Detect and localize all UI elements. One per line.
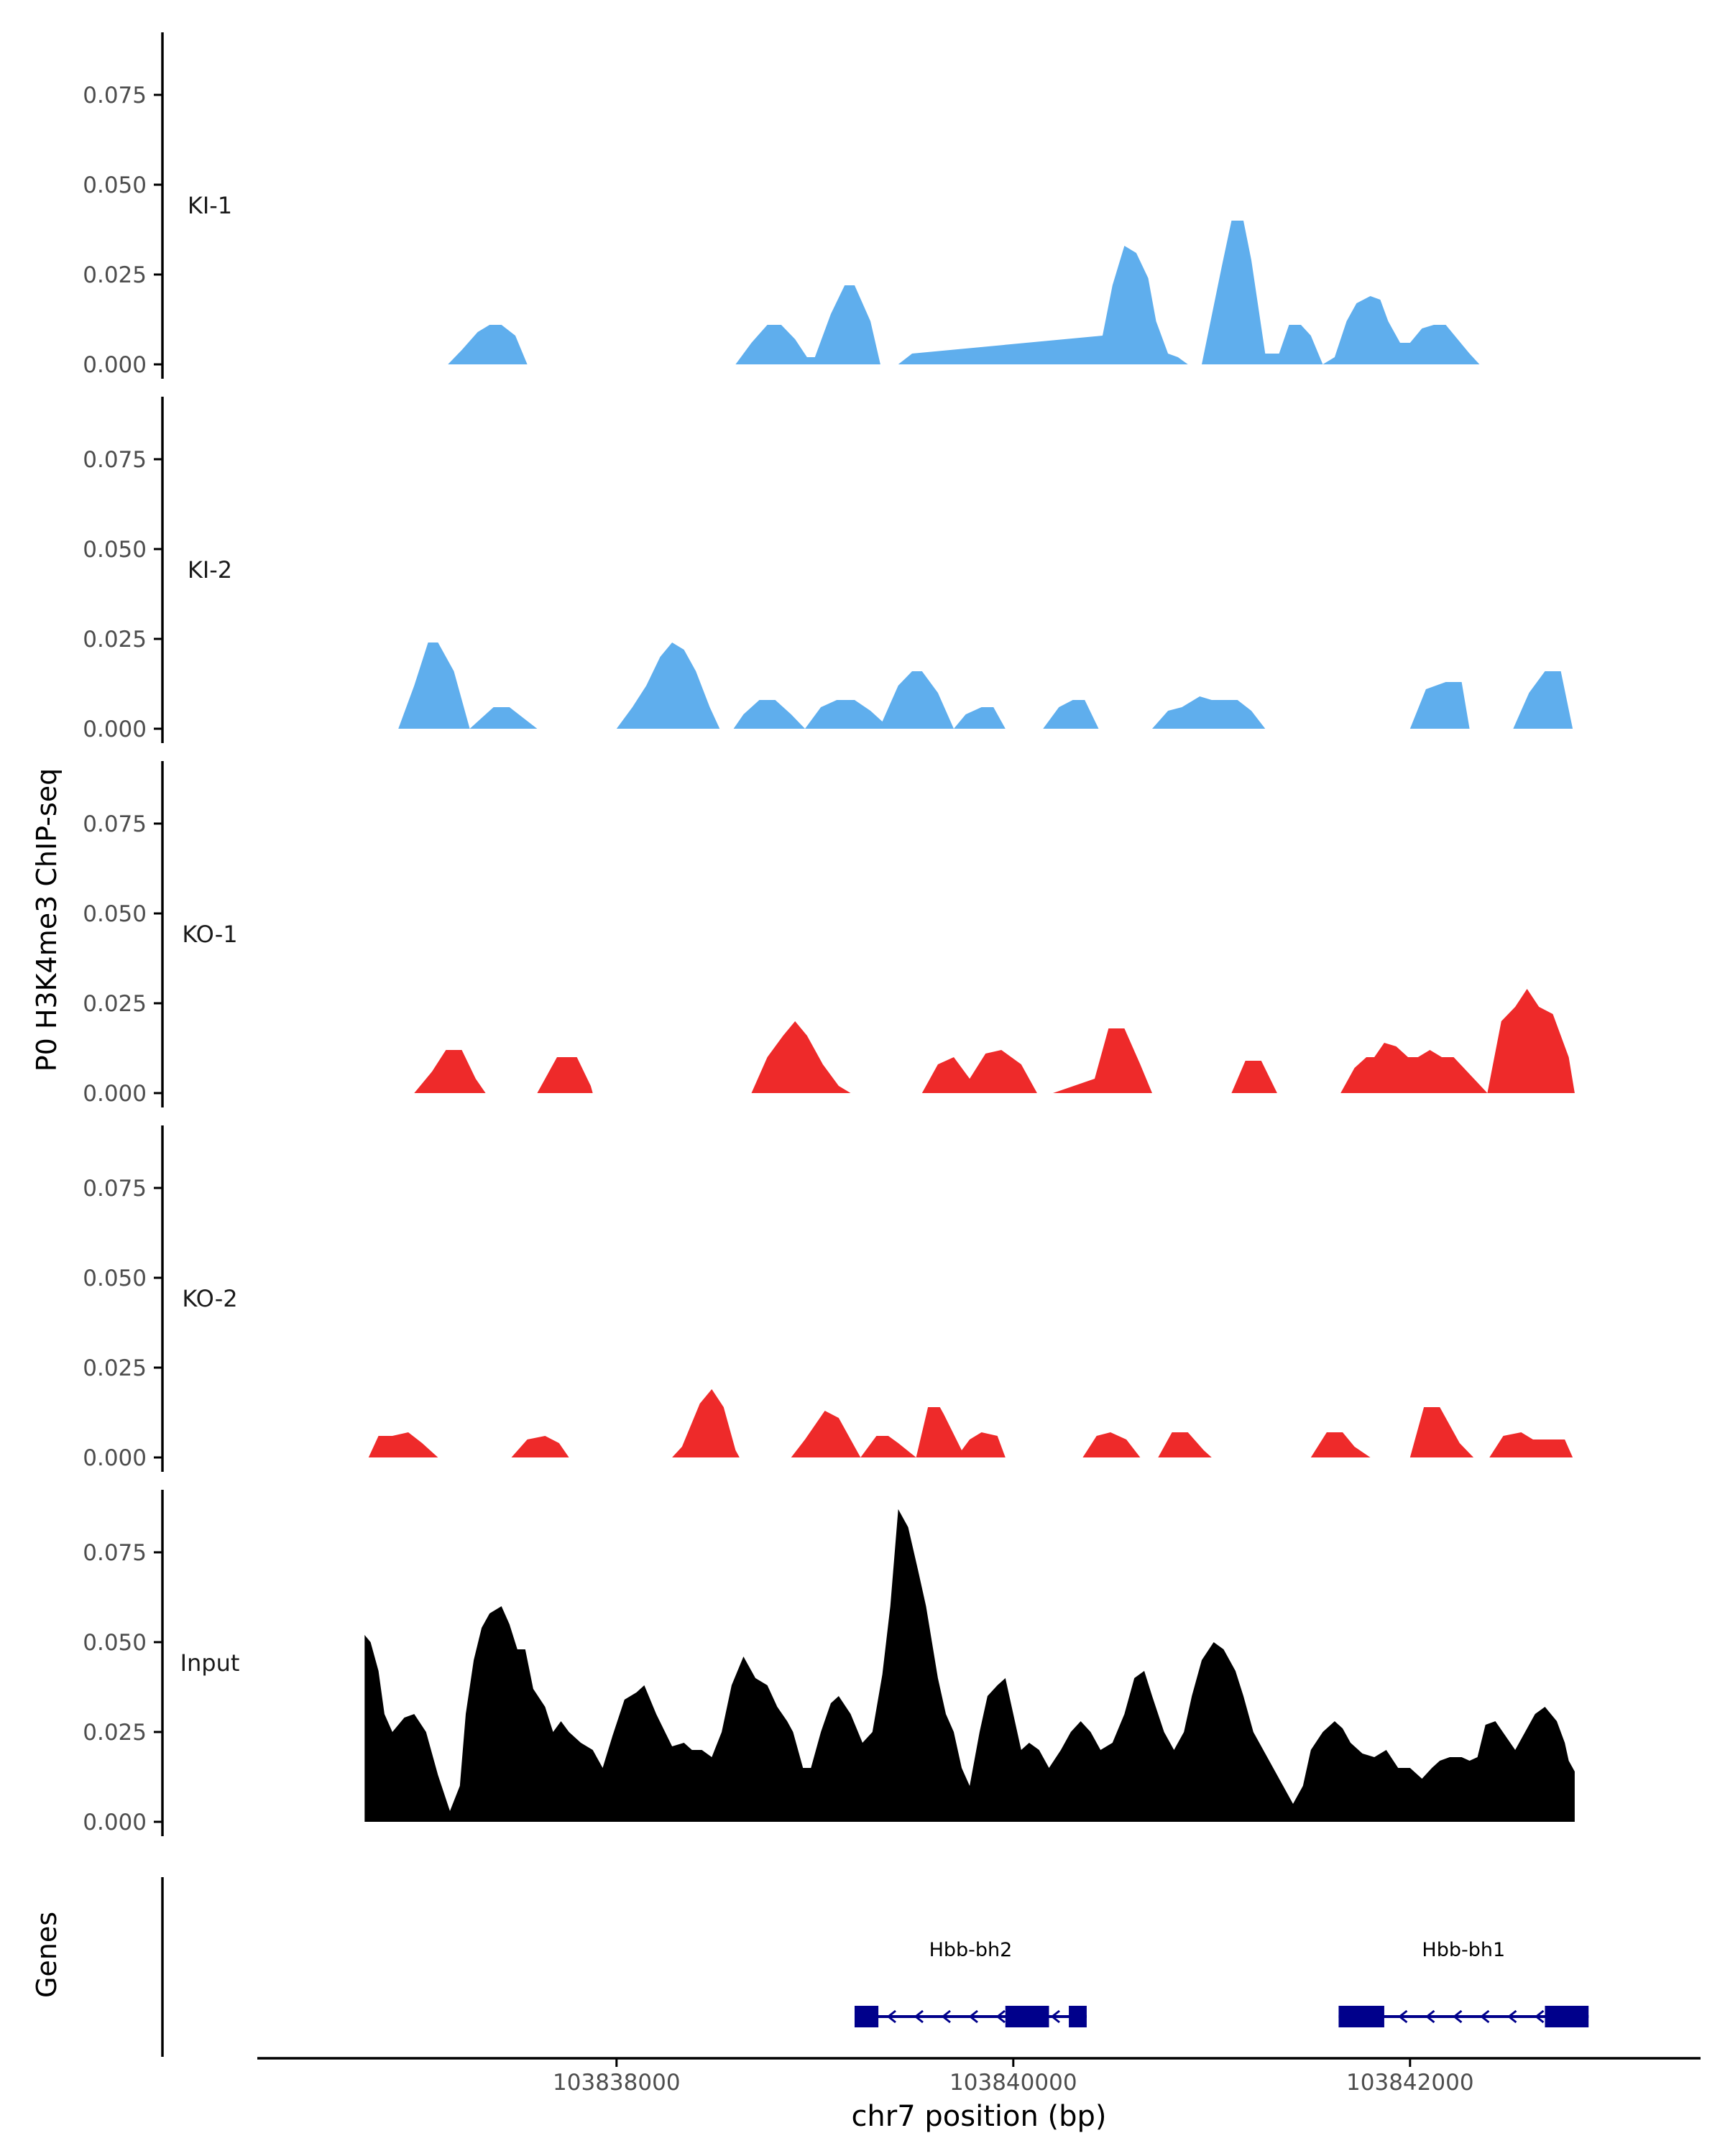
genes-panel: Hbb-bh2 Hbb-bh1 (161, 1877, 1589, 2057)
track-label: Input (180, 1649, 240, 1677)
gene-label: Hbb-bh1 (1422, 1939, 1505, 1961)
signal-area-ko-2 (368, 1389, 1573, 1457)
y-tick-label: 0.025 (83, 627, 147, 653)
strand-arrow (1425, 2009, 1435, 2024)
strand-arrow (1398, 2009, 1408, 2024)
y-tick-label: 0.075 (83, 1176, 147, 1202)
track-label: KO-1 (182, 921, 237, 948)
y-tick-label: 0.075 (83, 1540, 147, 1566)
gene-hbb-bh1: Hbb-bh1 (1338, 1939, 1589, 2027)
y-tick-label: 0.025 (83, 991, 147, 1017)
y-tick-label: 0.025 (83, 262, 147, 288)
y-tick-label: 0.050 (83, 172, 147, 198)
y-tick-label: 0.075 (83, 447, 147, 473)
y-tick-label: 0.000 (83, 1081, 147, 1107)
signal-area-ko-1 (414, 989, 1575, 1093)
gene-exon (855, 2006, 879, 2027)
signal-area-ki-2 (398, 642, 1573, 729)
gene-exon (1338, 2006, 1384, 2027)
y-tick-label: 0.025 (83, 1720, 147, 1746)
y-tick-label: 0.000 (83, 352, 147, 378)
strand-arrow (1453, 2009, 1463, 2024)
strand-arrow (886, 2009, 896, 2024)
tracks-layer: 0.0750.0500.0250.000KI-10.0750.0500.0250… (83, 32, 1575, 1836)
strand-arrow (968, 2009, 978, 2024)
y-tick-label: 0.000 (83, 1445, 147, 1471)
track-ko-2: 0.075 0.050 0.025 0.000 KO-2 (83, 1125, 1573, 1472)
track-label: KI-1 (188, 192, 232, 219)
y-tick-label: 0.050 (83, 1630, 147, 1656)
y-tick-label: 0.075 (83, 83, 147, 109)
y-tick-label: 0.000 (83, 1810, 147, 1835)
y-tick-label: 0.050 (83, 537, 147, 563)
gene-exon (1069, 2006, 1087, 2027)
gene-exon (1005, 2006, 1049, 2027)
track-ko-1: 0.075 0.050 0.025 0.000 KO-1 (83, 761, 1575, 1107)
gene-label: Hbb-bh2 (929, 1939, 1013, 1961)
signal-area-input (364, 1509, 1575, 1822)
x-axis-title: chr7 position (bp) (851, 2100, 1106, 2133)
y-axis-title: P0 H3K4me3 ChIP-seq (31, 768, 63, 1072)
track-input: 0.075 0.050 0.025 0.000 Input (83, 1490, 1575, 1836)
gene-hbb-bh2: Hbb-bh2 (855, 1939, 1087, 2027)
x-axis: 103838000 103840000 103842000 (257, 2057, 1701, 2096)
track-ki-2: 0.075 0.050 0.025 0.000 KI-2 (83, 397, 1573, 743)
strand-arrow (1050, 2009, 1060, 2024)
track-ki-1: 0.075 0.050 0.025 0.000 KI-1 (83, 32, 1490, 379)
y-tick-label: 0.050 (83, 1266, 147, 1291)
y-tick-label: 0.050 (83, 901, 147, 927)
strand-arrow (941, 2009, 951, 2024)
signal-area-ki-1 (448, 221, 1490, 364)
y-tick-label: 0.025 (83, 1355, 147, 1381)
x-tick-label: 103838000 (553, 2070, 681, 2096)
track-label: KO-2 (182, 1285, 237, 1312)
strand-arrow (914, 2009, 924, 2024)
strand-arrow (995, 2009, 1006, 2024)
strand-arrow (1507, 2009, 1517, 2024)
genes-axis-title: Genes (31, 1912, 63, 1998)
x-tick-label: 103840000 (949, 2070, 1077, 2096)
strand-arrow (1535, 2009, 1545, 2024)
y-tick-label: 0.000 (83, 717, 147, 742)
strand-arrow (1480, 2009, 1490, 2024)
track-label: KI-2 (188, 556, 232, 584)
gene-exon (1545, 2006, 1589, 2027)
x-tick-label: 103842000 (1346, 2070, 1474, 2096)
y-tick-label: 0.075 (83, 811, 147, 837)
